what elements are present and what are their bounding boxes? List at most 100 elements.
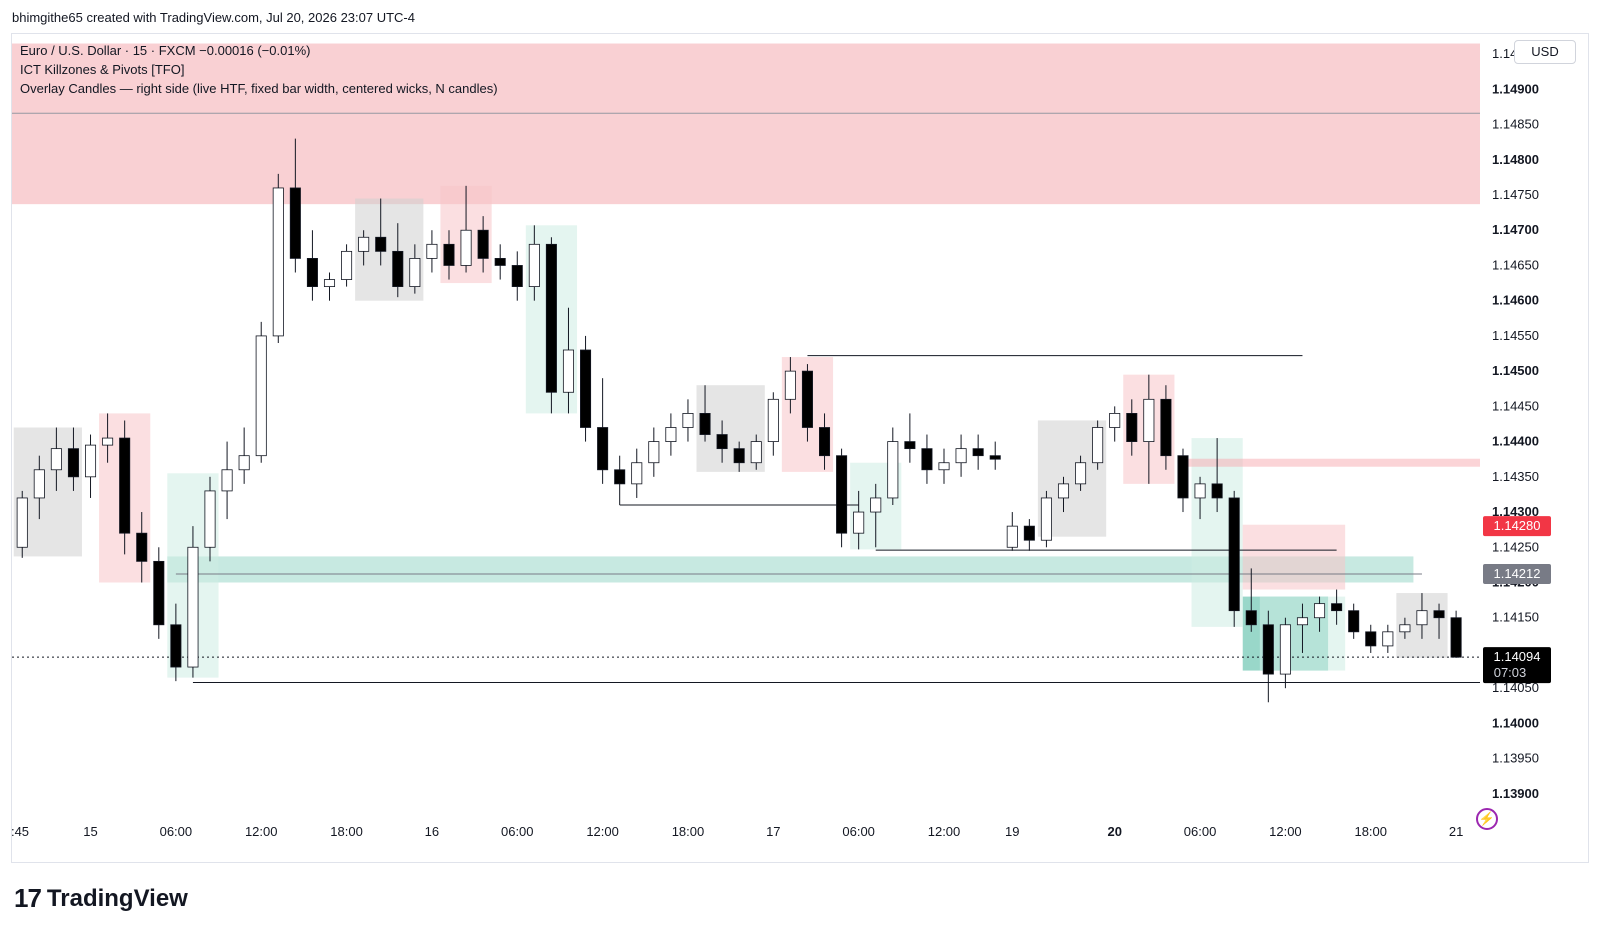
- candle-74: [1279, 617, 1291, 689]
- time-tick-label: 18:00: [672, 824, 705, 839]
- price-tick-label: 1.13950: [1492, 751, 1539, 766]
- candle-body: [819, 427, 831, 457]
- price-badge-value: 1.14212: [1494, 566, 1541, 581]
- candle-body: [801, 370, 813, 428]
- candle-body: [33, 469, 45, 499]
- candle-body: [784, 370, 796, 400]
- candle-10: [187, 526, 199, 678]
- candle-3: [67, 427, 79, 491]
- candle-17: [306, 230, 318, 301]
- candle-body: [1040, 497, 1052, 541]
- created-with-line: bhimgithe65 created with TradingView.com…: [12, 10, 415, 25]
- candle-36: [631, 448, 643, 498]
- candle-body: [136, 532, 148, 562]
- legend-indicator-overlay[interactable]: Overlay Candles — right side (live HTF, …: [20, 81, 498, 96]
- candle-body: [716, 434, 728, 450]
- price-badge-value: 1.14280: [1494, 518, 1541, 533]
- candle-82: [1416, 593, 1428, 639]
- candle-83: [1433, 603, 1445, 639]
- candle-body: [562, 349, 574, 393]
- price-tick-label: 1.14450: [1492, 398, 1539, 413]
- candle-79: [1365, 624, 1377, 653]
- candle-1: [33, 455, 45, 520]
- legend-symbol[interactable]: Euro / U.S. Dollar · 15 · FXCM −0.00016 …: [20, 43, 311, 58]
- lightning-icon[interactable]: ⚡: [1476, 808, 1498, 830]
- time-tick-label: 16: [425, 824, 439, 839]
- candle-29: [511, 251, 523, 301]
- currency-label[interactable]: USD: [1514, 40, 1576, 64]
- candle-0: [16, 490, 28, 558]
- candle-34: [597, 378, 609, 484]
- candle-57: [989, 441, 1001, 470]
- candle-body: [750, 441, 762, 464]
- chart-legend: Euro / U.S. Dollar · 15 · FXCM −0.00016 …: [20, 41, 498, 98]
- candle-body: [1228, 497, 1240, 612]
- candle-47: [819, 413, 831, 470]
- price-tick-label: 1.14650: [1492, 257, 1539, 272]
- time-tick-label: 06:00: [1184, 824, 1217, 839]
- tradingview-brand: 17 TradingView: [14, 883, 188, 914]
- candle-body: [272, 187, 284, 337]
- candle-body: [870, 497, 882, 513]
- candle-body: [887, 441, 899, 499]
- candle-60: [1040, 490, 1052, 548]
- candle-19: [341, 244, 353, 287]
- candle-65: [1126, 399, 1138, 456]
- price-axis: 1.149501.149001.148501.148001.147501.147…: [1481, 34, 1588, 862]
- candle-body: [545, 243, 557, 393]
- candle-body: [375, 236, 387, 252]
- candle-body: [1023, 525, 1035, 541]
- candle-77: [1331, 589, 1343, 625]
- candle-body: [682, 413, 694, 428]
- candle-6: [119, 420, 131, 555]
- candle-48: [836, 448, 848, 548]
- candle-body: [494, 258, 506, 266]
- candle-body: [1126, 413, 1138, 442]
- price-tick-label: 1.14300: [1492, 504, 1539, 519]
- candle-body: [938, 462, 950, 471]
- candle-12: [221, 441, 233, 520]
- candle-61: [1057, 476, 1070, 513]
- price-tick-label: 1.14900: [1492, 81, 1539, 96]
- candle-23: [409, 244, 421, 294]
- candle-76: [1314, 596, 1326, 632]
- candle-11: [204, 476, 216, 562]
- candle-body: [1314, 603, 1326, 619]
- candle-body: [767, 398, 779, 442]
- candle-body: [989, 455, 1001, 460]
- candle-body: [836, 455, 848, 534]
- candle-8: [153, 547, 165, 639]
- candle-body: [323, 279, 336, 287]
- candle-33: [580, 335, 592, 442]
- candle-body: [955, 448, 967, 464]
- price-tick-label: 1.14150: [1492, 610, 1539, 625]
- candle-body: [1245, 610, 1257, 626]
- candle-71: [1228, 490, 1240, 627]
- candle-62: [1075, 455, 1087, 491]
- candle-body: [1177, 455, 1189, 499]
- candle-body: [614, 469, 626, 485]
- candle-body: [853, 511, 865, 534]
- candle-16: [289, 138, 301, 273]
- candle-21: [375, 198, 387, 266]
- candle-body: [1109, 413, 1121, 428]
- red-indicator-line: [1182, 458, 1480, 467]
- candle-body: [511, 265, 523, 287]
- price-tick-label: 1.14400: [1492, 434, 1539, 449]
- price-tick-label: 1.14700: [1492, 222, 1539, 237]
- candle-49: [853, 490, 865, 550]
- candle-body: [1075, 462, 1087, 485]
- candle-52: [904, 413, 916, 463]
- candle-73: [1262, 610, 1274, 703]
- legend-indicator-killzones[interactable]: ICT Killzones & Pivots [TFO]: [20, 62, 185, 77]
- candle-20: [358, 230, 370, 266]
- candle-body: [1143, 398, 1155, 442]
- candle-45: [784, 357, 796, 414]
- zone-supply-0: [12, 43, 1480, 205]
- candle-body: [477, 229, 489, 259]
- candle-body: [358, 236, 370, 252]
- candle-body: [580, 349, 592, 428]
- candle-body: [153, 560, 165, 626]
- candle-body: [392, 250, 404, 287]
